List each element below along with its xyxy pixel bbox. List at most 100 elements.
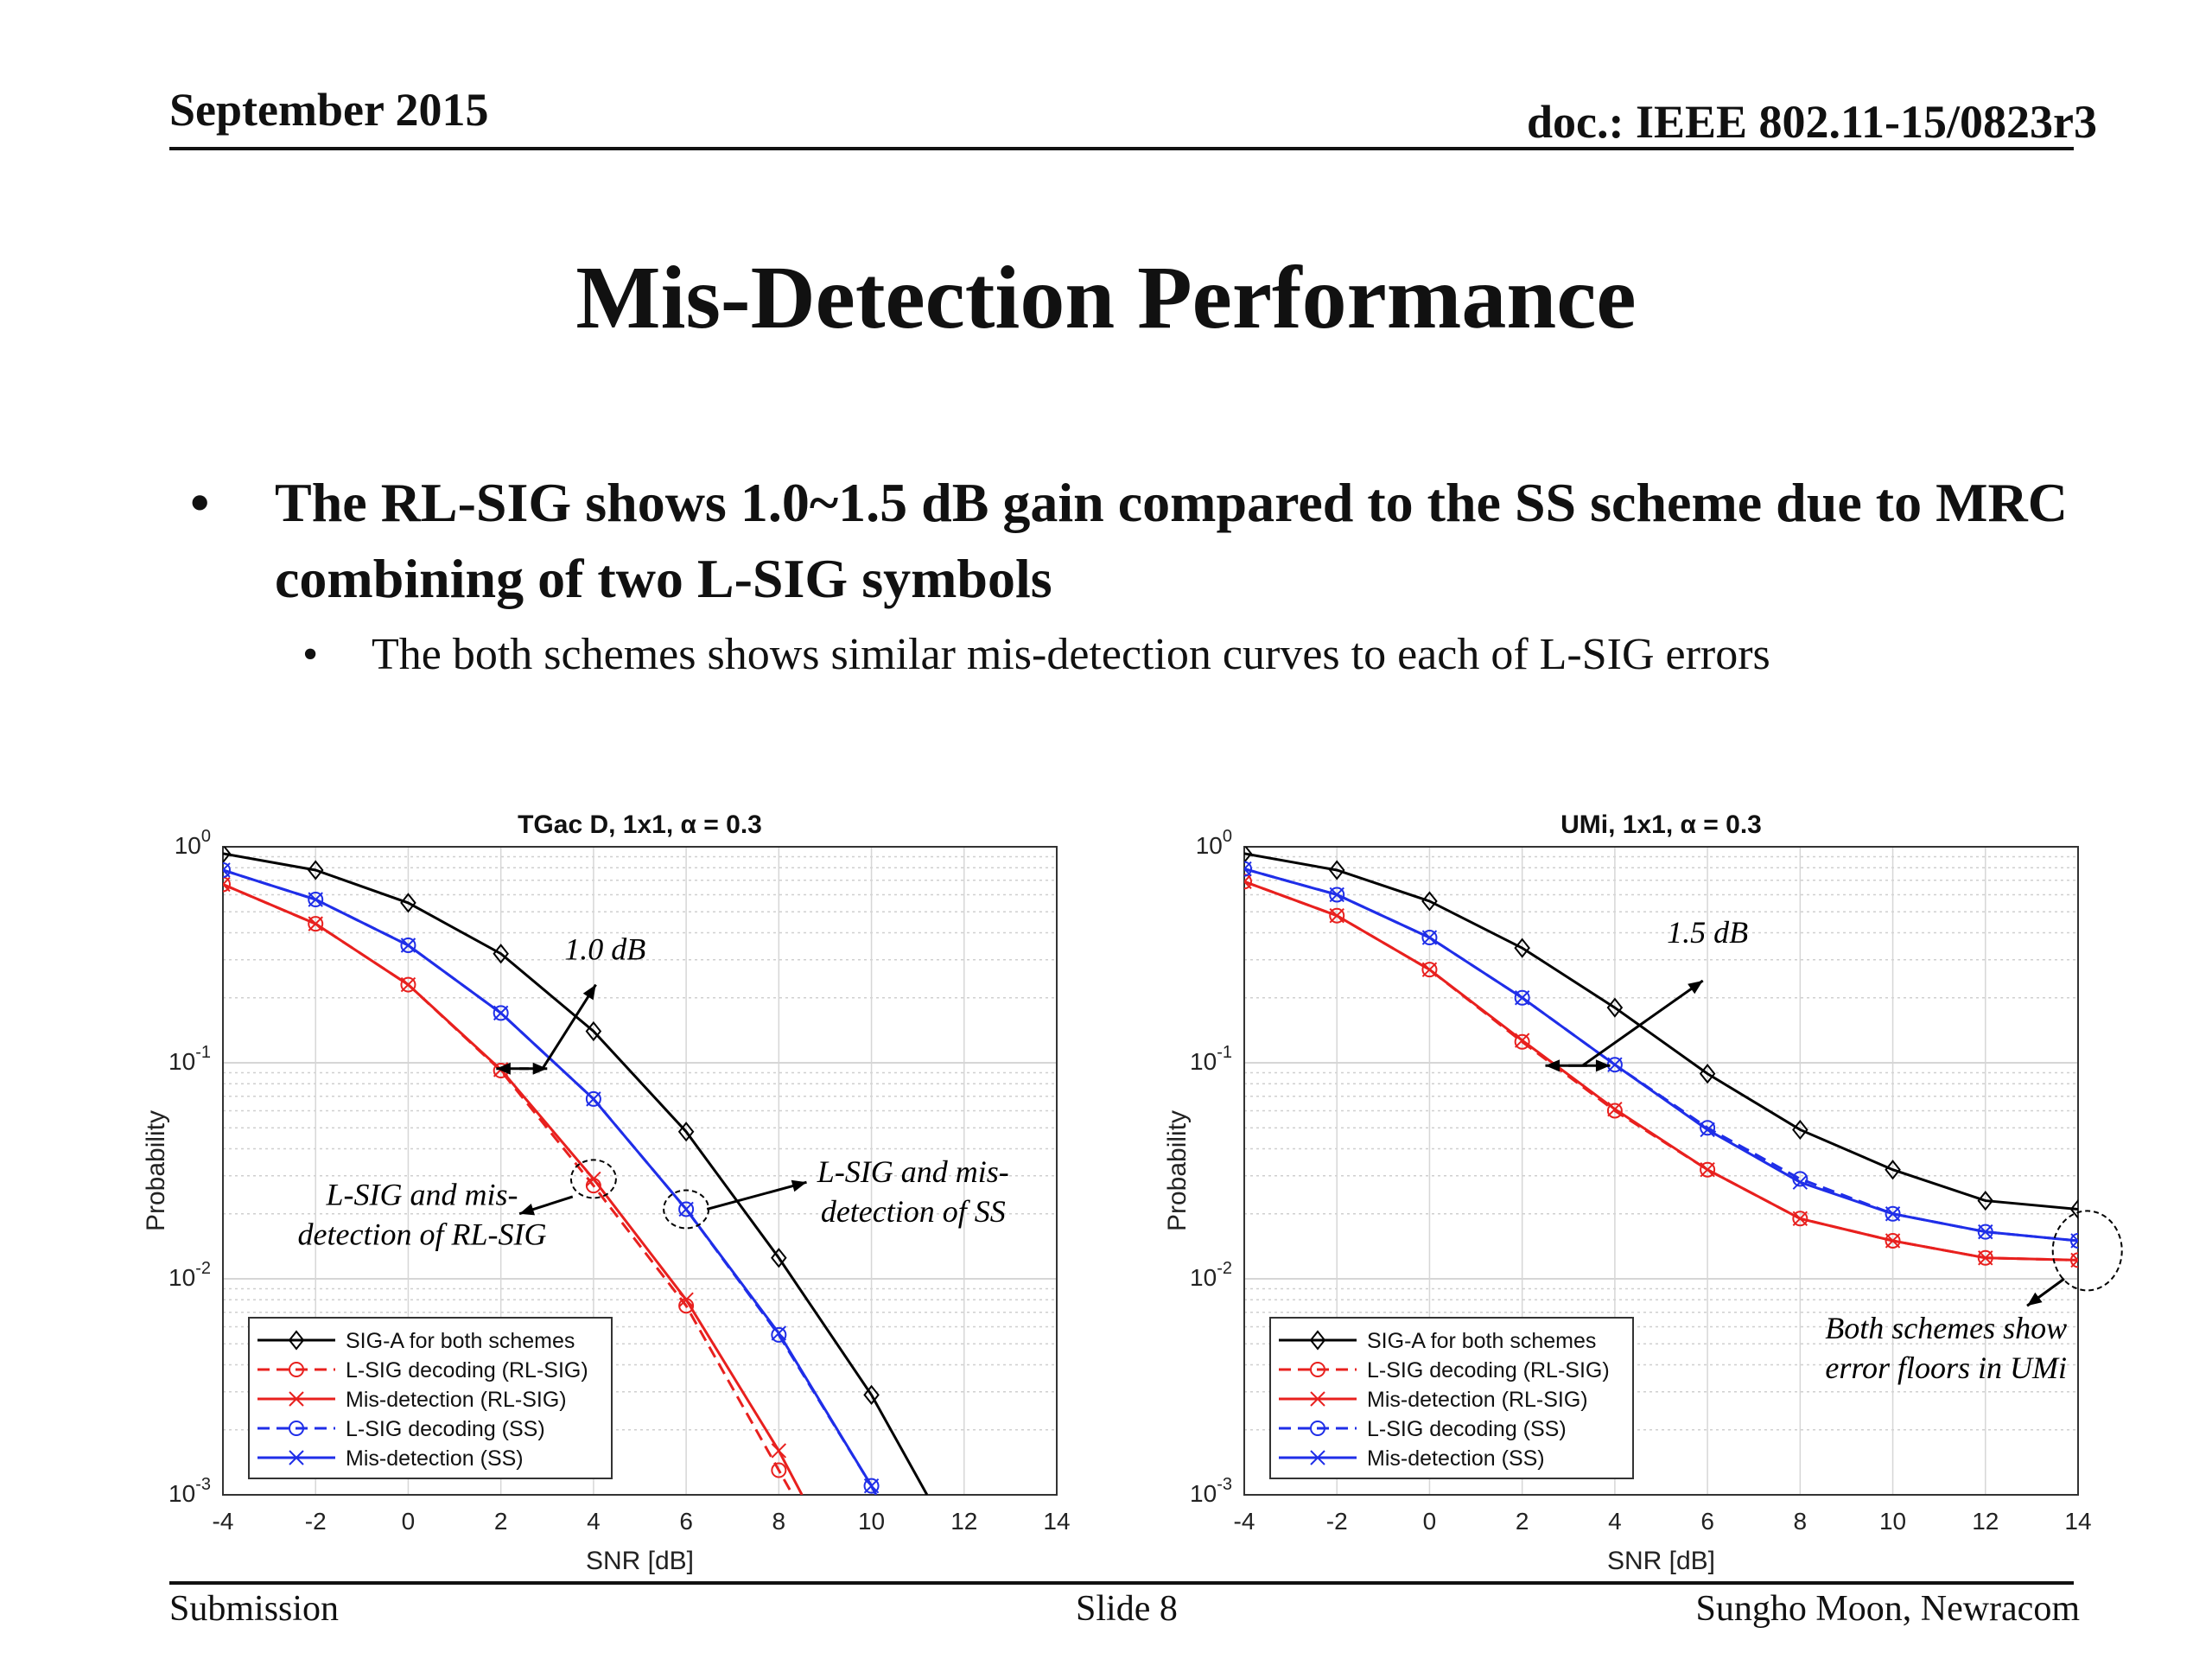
data-point-x (223, 862, 231, 878)
data-point-diamond (223, 847, 232, 864)
data-point-circle (1310, 1421, 1325, 1436)
data-point-x (1421, 962, 1438, 977)
data-point-circle (308, 892, 324, 908)
data-point-diamond (585, 1020, 602, 1042)
legend-entry: Mis-detection (RL-SIG) (1367, 1388, 1588, 1412)
annotation-arrow-line (541, 983, 597, 1070)
chart-title: TGac D, 1x1, α = 0.3 (518, 810, 762, 839)
data-point-x (1978, 1224, 1993, 1240)
data-point-diamond (677, 1122, 695, 1142)
data-point-x (1329, 887, 1344, 903)
data-point-x (1700, 1162, 1715, 1178)
data-point-circle (771, 1326, 787, 1343)
bullet-main: The RL-SIG shows 1.0~1.5 dB gain compare… (275, 472, 2068, 609)
x-tick-label: -4 (1234, 1508, 1255, 1535)
data-point-x (1310, 1391, 1325, 1407)
data-point-circle (1310, 1362, 1325, 1377)
annotation-arrow-head (2027, 1292, 2043, 1306)
data-point-circle (585, 1090, 601, 1107)
data-point-x (586, 1171, 601, 1187)
y-axis-label: Probability (1163, 1110, 1192, 1231)
data-point-x (223, 876, 231, 893)
data-point-circle (1514, 989, 1530, 1006)
data-point-x (1514, 990, 1530, 1006)
data-point-circle (1885, 1205, 1901, 1222)
data-point-x (1244, 861, 1252, 877)
x-tick-label: 2 (494, 1508, 508, 1535)
footer-author: Sungho Moon, Newracom (1695, 1589, 2080, 1629)
data-point-x (289, 1450, 304, 1465)
legend-entry: Mis-detection (SS) (346, 1446, 524, 1471)
x-tick-label: 6 (1700, 1508, 1714, 1535)
data-point-circle (1700, 1161, 1716, 1178)
data-point-circle (678, 1201, 695, 1217)
data-point-diamond (493, 944, 509, 964)
data-point-diamond (288, 1330, 305, 1351)
data-point-circle (223, 861, 231, 878)
x-tick-label: 14 (2064, 1508, 2091, 1535)
data-point-x (400, 938, 416, 953)
header-doc-id: doc.: IEEE 802.11-15/0823r3 (1526, 96, 2097, 148)
annotation-gain: 1.0 dB (564, 932, 645, 967)
data-point-x (1792, 1211, 1808, 1227)
x-tick-label: 14 (1043, 1508, 1070, 1535)
data-point-x (1885, 1233, 1901, 1249)
legend-entry: Mis-detection (SS) (1367, 1446, 1545, 1471)
annotation-arrow-head (1545, 1059, 1560, 1072)
y-tick-label: 10-2 (1190, 1259, 1232, 1291)
data-point-x (400, 976, 416, 993)
data-point-circle (289, 1362, 304, 1377)
annotations: 1.0 dB L-SIG and mis-detection of RL-SIG L… (298, 932, 1009, 1252)
data-point-diamond (1328, 860, 1345, 880)
data-point-x (678, 1292, 694, 1307)
annotation-gain: 1.5 dB (1667, 915, 1748, 950)
y-tick-label: 100 (175, 827, 211, 859)
data-point-x (1792, 1174, 1808, 1190)
x-axis-label: SNR [dB] (1607, 1547, 1715, 1575)
annotation-arrow-head (532, 1062, 548, 1075)
y-tick-label: 100 (1196, 827, 1232, 859)
data-point-diamond (1699, 1064, 1716, 1084)
x-axis-label: SNR [dB] (586, 1547, 694, 1575)
legend-entry: L-SIG decoding (SS) (346, 1417, 545, 1441)
legend: SIG-A for both schemes L-SIG decoding (RL… (1269, 1317, 1634, 1479)
data-point-circle (1606, 1103, 1623, 1119)
x-tick-label: 0 (1423, 1508, 1437, 1535)
data-point-diamond (1421, 891, 1438, 912)
data-point-x (1514, 1033, 1530, 1048)
x-tick-label: 8 (1794, 1508, 1808, 1535)
data-point-circle (771, 1462, 787, 1478)
legend-entry: L-SIG decoding (SS) (1367, 1417, 1567, 1441)
x-tick-label: 4 (1608, 1508, 1622, 1535)
data-point-x (308, 916, 323, 931)
x-tick-label: 6 (679, 1508, 693, 1535)
data-point-circle (223, 876, 231, 893)
data-point-diamond (1244, 847, 1253, 864)
legend-entry: SIG-A for both schemes (346, 1329, 575, 1353)
data-point-diamond (307, 860, 324, 880)
legend-entry: Mis-detection (RL-SIG) (346, 1388, 567, 1412)
series-line-2 (1244, 880, 2078, 1262)
data-point-x (2070, 1252, 2078, 1268)
data-point-circle (1792, 1211, 1808, 1227)
slide-title: Mis-Detection Performance (575, 248, 1637, 347)
data-point-x (1978, 1250, 1993, 1266)
bullet-marker: • (190, 472, 210, 533)
data-point-diamond (1606, 997, 1624, 1018)
data-point-x (1607, 1101, 1623, 1117)
annotation-arrow-head (1595, 1059, 1611, 1072)
chart-2: -4 -2 0 2 4 6 8 10 12 14 100 10-1 10-2 10-3 SNR [dB] Pr… (1163, 810, 2123, 1575)
highlight-circle (2051, 1210, 2123, 1292)
y-tick-label: 10-3 (1190, 1475, 1232, 1507)
data-point-x (1700, 1122, 1715, 1138)
legend: SIG-A for both schemes L-SIG decoding (RL… (248, 1317, 613, 1479)
annotation-arrow-line (1581, 979, 1704, 1067)
annotation-arrow-head (791, 1179, 807, 1192)
data-point-diamond (1309, 1330, 1326, 1351)
y-tick-label: 10-3 (168, 1475, 211, 1507)
data-point-circle (863, 1478, 880, 1494)
data-point-circle (493, 1005, 509, 1021)
footer-submission: Submission (169, 1589, 340, 1629)
data-point-diamond (771, 1248, 787, 1268)
x-tick-label: 8 (772, 1508, 786, 1535)
